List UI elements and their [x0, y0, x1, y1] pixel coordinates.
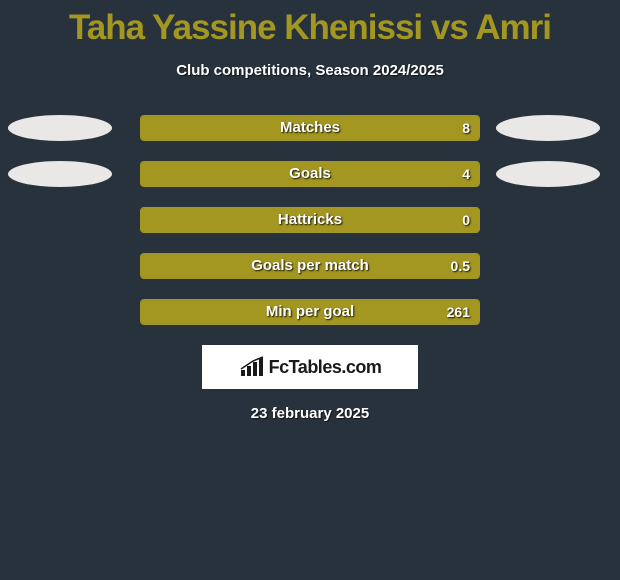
stat-bar-fill	[141, 162, 479, 186]
date-text: 23 february 2025	[0, 405, 620, 422]
stat-bar-track	[140, 161, 480, 187]
stat-row: Goals4	[0, 161, 620, 187]
stat-bar-track	[140, 207, 480, 233]
stat-bar-fill	[141, 300, 479, 324]
subtitle: Club competitions, Season 2024/2025	[0, 62, 620, 79]
stat-row: Min per goal261	[0, 299, 620, 325]
stat-row: Matches8	[0, 115, 620, 141]
brand-text: FcTables.com	[269, 357, 382, 378]
player2-name: Amri	[475, 8, 551, 47]
comparison-title: Taha Yassine Khenissi vs Amri	[0, 0, 620, 48]
stat-bar-fill	[141, 208, 479, 232]
stat-bar-track	[140, 115, 480, 141]
stat-bar-fill	[141, 116, 479, 140]
stat-row: Goals per match0.5	[0, 253, 620, 279]
stat-bar-track	[140, 253, 480, 279]
player2-avatar	[496, 115, 600, 141]
vs-text: vs	[431, 8, 468, 47]
stat-bar-fill	[141, 254, 479, 278]
stats-container: Matches8 Goals4 Hattricks0 Goals per match0…	[0, 115, 620, 325]
player1-name: Taha Yassine Khenissi	[69, 8, 422, 47]
player2-avatar	[496, 161, 600, 187]
stat-bar-track	[140, 299, 480, 325]
player1-avatar	[8, 161, 112, 187]
player1-avatar	[8, 115, 112, 141]
brand-badge: FcTables.com	[202, 345, 418, 389]
stat-row: Hattricks0	[0, 207, 620, 233]
chart-icon	[239, 356, 265, 378]
